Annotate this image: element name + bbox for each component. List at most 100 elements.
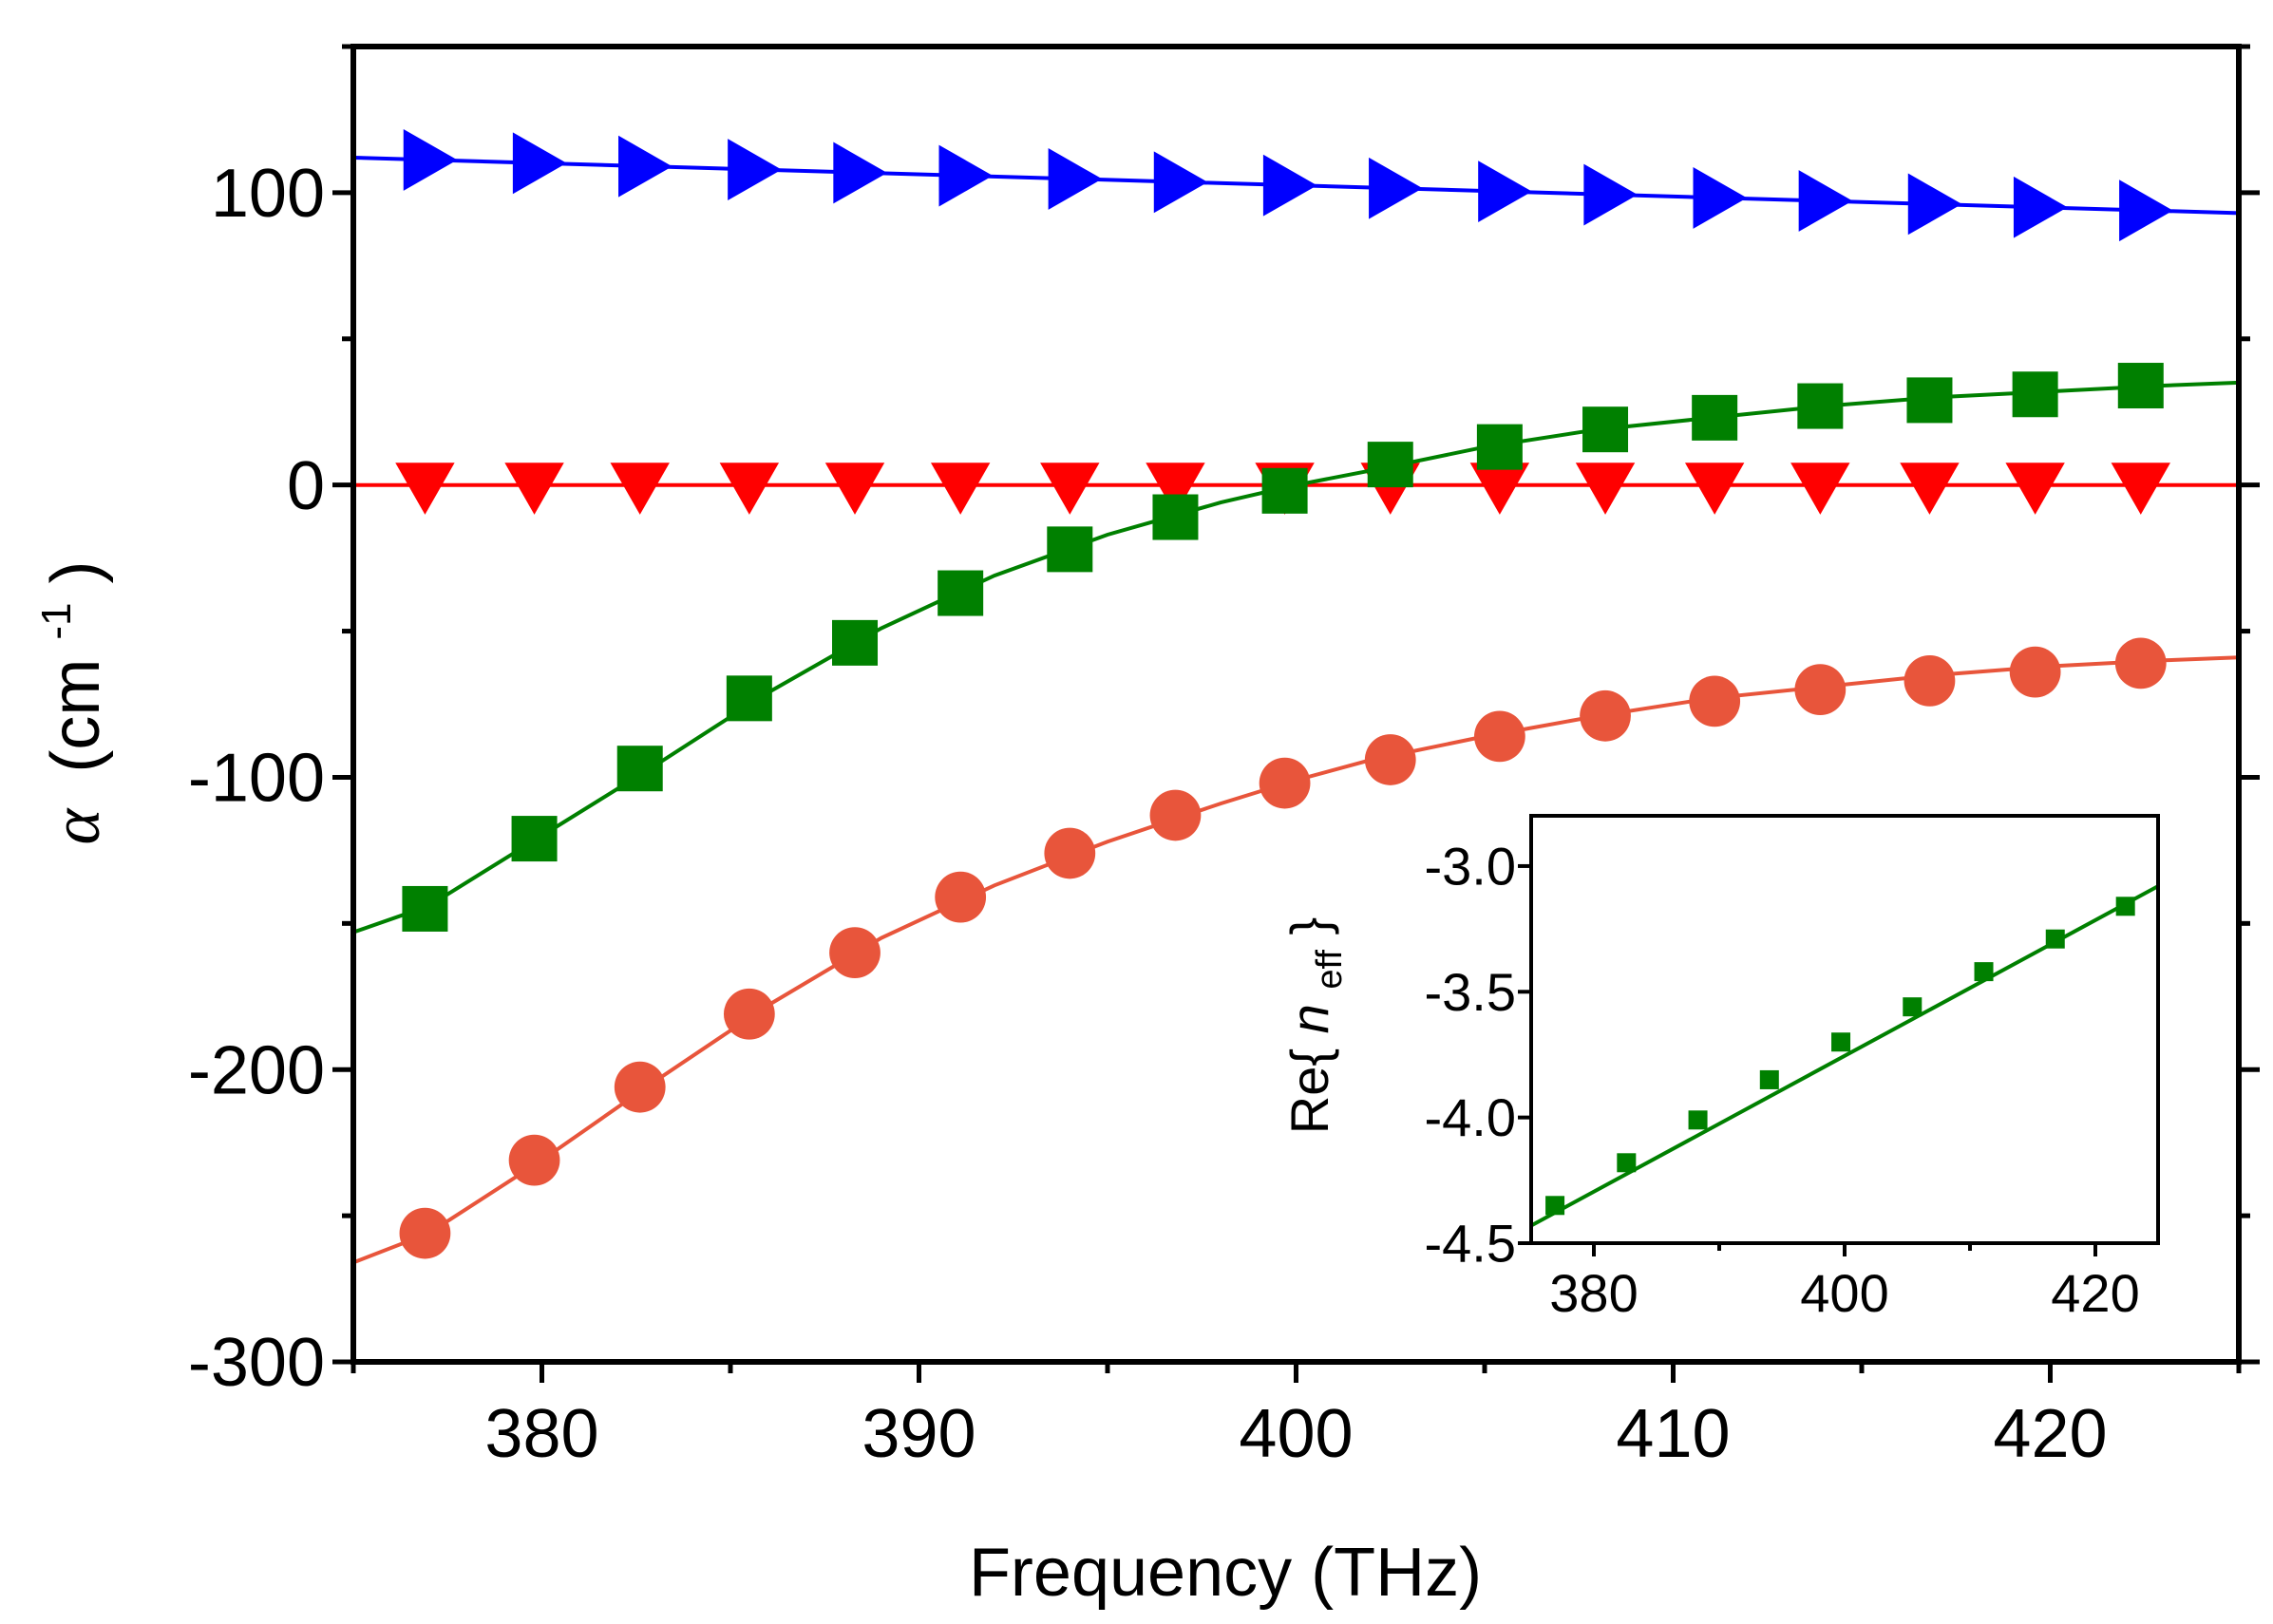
- data-point-red: [1900, 463, 1960, 515]
- data-point-Re{n_eff}: [2045, 929, 2065, 949]
- data-point-orange: [399, 1207, 451, 1259]
- data-point-blue: [618, 135, 672, 198]
- y-tick-label: -4.0: [1425, 1087, 1517, 1147]
- y-axis-unit-exponent: -1: [33, 603, 80, 640]
- data-point-blue: [1798, 170, 1853, 232]
- y-tick-label: -300: [188, 1325, 325, 1401]
- series-Re{n_eff}: [1531, 884, 2158, 1228]
- inset-y-axis-subscript: eff: [1310, 950, 1350, 990]
- data-point-orange: [935, 871, 987, 923]
- data-point-Re{n_eff}: [1688, 1110, 1708, 1130]
- data-point-blue: [1693, 167, 1748, 229]
- data-point-orange: [1794, 664, 1847, 715]
- data-point-red: [824, 463, 885, 515]
- data-point-blue: [2119, 179, 2173, 242]
- data-point-green: [938, 570, 984, 616]
- data-point-orange: [1580, 689, 1631, 742]
- svg-text:α (cm -1 ): α (cm -1 ): [9, 561, 114, 845]
- x-axis-title: Frequency (THz): [969, 1535, 1482, 1611]
- data-point-blue: [1583, 163, 1638, 226]
- data-point-red: [1684, 463, 1745, 515]
- data-point-red: [2111, 463, 2170, 515]
- x-tick-label: 410: [1616, 1396, 1730, 1472]
- data-point-blue: [833, 142, 888, 204]
- data-point-red: [395, 463, 455, 515]
- data-point-green: [1367, 442, 1413, 488]
- data-point-red: [504, 463, 564, 515]
- inset-y-axis-suffix: }: [1279, 917, 1339, 935]
- series-blue: [353, 129, 2239, 242]
- data-point-red: [1469, 463, 1530, 515]
- data-point-orange: [723, 988, 775, 1040]
- data-point-orange: [1044, 827, 1096, 879]
- x-tick-label: 420: [1993, 1396, 2107, 1472]
- data-point-green: [2117, 363, 2164, 409]
- main-x-tick-labels: 380 390 400 410 420: [484, 1396, 2107, 1472]
- data-point-Re{n_eff}: [1617, 1153, 1637, 1173]
- y-tick-label: -3.0: [1425, 837, 1517, 897]
- inset-plot-series: [1531, 884, 2158, 1228]
- data-point-orange: [614, 1061, 666, 1113]
- data-point-orange: [1689, 675, 1741, 727]
- y-axis-symbol: α: [38, 807, 114, 844]
- data-point-green: [1047, 526, 1093, 573]
- data-point-blue: [512, 132, 567, 195]
- data-point-blue: [1907, 173, 1962, 236]
- main-axis-ticks: [332, 44, 2260, 1383]
- data-point-green: [832, 619, 879, 666]
- y-tick-label: -3.5: [1425, 962, 1517, 1022]
- data-point-red: [719, 463, 780, 515]
- data-point-green: [726, 675, 772, 722]
- y-tick-label: 100: [211, 156, 325, 232]
- inset-x-tick-labels: 380 400 420: [1549, 1263, 2139, 1323]
- data-point-green: [1797, 383, 1844, 429]
- data-point-red: [1790, 463, 1850, 515]
- data-point-blue: [1262, 154, 1317, 217]
- y-tick-label: -200: [188, 1032, 325, 1108]
- data-point-green: [1582, 406, 1629, 453]
- data-point-orange: [508, 1134, 560, 1186]
- series-green: [353, 363, 2239, 935]
- data-point-green: [402, 885, 448, 932]
- data-point-orange: [1474, 710, 1525, 763]
- y-axis-unit: (cm: [38, 659, 114, 773]
- data-point-blue: [403, 129, 458, 191]
- data-point-blue: [1048, 148, 1103, 210]
- data-point-Re{n_eff}: [1974, 962, 1994, 982]
- inset-y-axis-title: Re{ n eff }: [1279, 917, 1350, 1134]
- inset-background: [1531, 816, 2158, 1243]
- y-tick-label: -4.5: [1425, 1214, 1517, 1274]
- data-point-red: [2005, 463, 2065, 515]
- inset-y-axis-symbol: n: [1279, 1004, 1339, 1033]
- data-point-Re{n_eff}: [1759, 1069, 1779, 1089]
- data-point-Re{n_eff}: [1831, 1032, 1851, 1052]
- x-tick-label: 380: [484, 1396, 598, 1472]
- data-point-green: [1692, 394, 1738, 441]
- data-point-green: [1152, 494, 1199, 540]
- data-point-orange: [2009, 646, 2061, 698]
- data-point-red: [1146, 463, 1205, 515]
- data-point-blue: [1153, 151, 1208, 214]
- y-axis-title: α (cm -1 ): [9, 561, 114, 845]
- data-point-green: [1476, 424, 1523, 470]
- main-y-tick-labels: -300 -200 -100 0 100: [188, 156, 325, 1401]
- data-point-orange: [1149, 789, 1202, 841]
- data-point-orange: [2114, 637, 2167, 689]
- data-point-blue: [728, 139, 782, 200]
- data-point-orange: [1904, 654, 1956, 707]
- data-point-green: [511, 816, 558, 862]
- x-tick-label: 380: [1549, 1263, 1638, 1323]
- x-tick-label: 400: [1239, 1396, 1353, 1472]
- x-tick-label: 400: [1800, 1263, 1888, 1323]
- series-orange: [353, 637, 2239, 1265]
- data-point-red: [610, 463, 670, 515]
- data-point-blue: [1478, 161, 1532, 223]
- inset-y-axis-prefix: Re{: [1279, 1048, 1339, 1134]
- x-tick-label: 420: [2051, 1263, 2139, 1323]
- data-point-red: [1575, 463, 1636, 515]
- inset-axis-ticks: [1518, 863, 2097, 1256]
- data-point-blue: [1369, 157, 1423, 219]
- data-point-red: [1040, 463, 1100, 515]
